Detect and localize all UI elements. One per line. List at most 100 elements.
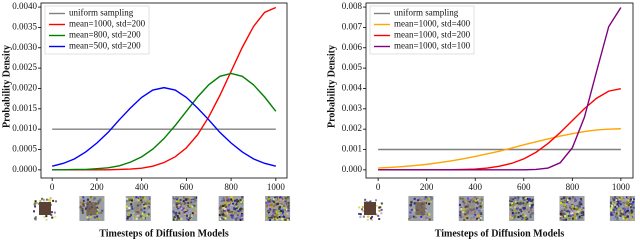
noise <box>231 198 234 201</box>
noise <box>219 218 222 221</box>
thumbnail <box>79 196 105 221</box>
noise <box>277 206 280 209</box>
noise <box>527 201 530 204</box>
noise <box>279 198 282 201</box>
noise <box>479 205 482 208</box>
noise <box>181 204 184 207</box>
noise <box>186 215 189 218</box>
noise <box>632 201 635 204</box>
noise <box>627 204 630 207</box>
noise <box>275 210 278 213</box>
noise <box>241 214 244 217</box>
noise <box>408 209 411 212</box>
noise <box>426 213 429 216</box>
noise <box>79 196 82 199</box>
noise <box>81 211 84 214</box>
noise <box>568 206 571 209</box>
noise <box>429 200 432 203</box>
noise <box>611 204 614 207</box>
noise <box>629 216 632 219</box>
noise <box>474 213 477 216</box>
noise <box>175 196 178 199</box>
noise <box>561 209 564 212</box>
noise <box>136 197 139 200</box>
noise <box>565 206 568 209</box>
noise <box>182 207 185 210</box>
noise <box>237 200 240 203</box>
noise <box>176 205 179 208</box>
noise <box>173 216 176 219</box>
noise <box>568 217 571 220</box>
noise <box>471 197 474 200</box>
noise <box>184 198 187 201</box>
noise <box>577 217 580 220</box>
noise <box>175 218 178 221</box>
noise <box>272 210 275 213</box>
noise <box>380 208 383 211</box>
noise <box>280 199 283 202</box>
noise <box>524 204 527 207</box>
noise <box>143 205 146 208</box>
noise <box>147 200 150 203</box>
noise <box>96 215 99 218</box>
noise <box>82 201 85 204</box>
noise <box>79 206 82 209</box>
noise <box>175 213 178 216</box>
noise <box>463 215 466 218</box>
noise <box>560 197 563 200</box>
noise <box>511 213 514 216</box>
noise <box>267 197 270 200</box>
noise <box>460 207 463 210</box>
noise <box>235 212 238 215</box>
noise <box>278 207 281 210</box>
noise <box>127 196 130 199</box>
noise <box>125 198 128 201</box>
noise <box>53 211 56 214</box>
legend-label: mean=1000, std=400 <box>394 19 471 29</box>
noise <box>189 211 192 214</box>
noise <box>146 201 149 204</box>
noise <box>531 198 534 201</box>
thumbnail <box>509 196 535 221</box>
noise <box>135 196 138 199</box>
noise <box>475 208 478 211</box>
x-tick-label: 400 <box>135 182 149 192</box>
noise <box>277 199 280 202</box>
thumbnail <box>125 196 151 221</box>
thumbnail <box>559 196 585 221</box>
noise <box>565 196 568 199</box>
noise <box>178 201 181 204</box>
noise <box>127 216 130 219</box>
noise <box>361 206 364 209</box>
noise <box>460 205 463 208</box>
noise <box>559 217 562 220</box>
noise <box>465 205 468 208</box>
noise <box>629 202 632 205</box>
noise <box>231 216 234 219</box>
noise <box>624 198 627 201</box>
noise <box>572 207 575 210</box>
noise <box>518 206 521 209</box>
noise <box>277 212 280 215</box>
noise <box>359 216 362 219</box>
noise <box>34 202 37 205</box>
noise <box>139 215 142 218</box>
noise <box>174 218 177 221</box>
noise <box>227 202 230 205</box>
noise <box>187 218 190 221</box>
series-line <box>52 86 276 167</box>
noise <box>378 206 381 209</box>
noise <box>611 213 614 216</box>
y-tick-label: 0.0040 <box>12 1 37 11</box>
noise <box>412 215 415 218</box>
noise <box>195 196 198 199</box>
noise <box>610 202 613 205</box>
noise <box>624 208 627 211</box>
y-tick-label: 0.0025 <box>12 62 37 72</box>
noise <box>464 214 467 217</box>
noise <box>363 200 366 203</box>
noise <box>625 196 628 199</box>
noise <box>611 202 614 205</box>
noise <box>572 205 575 208</box>
noise <box>464 206 467 209</box>
